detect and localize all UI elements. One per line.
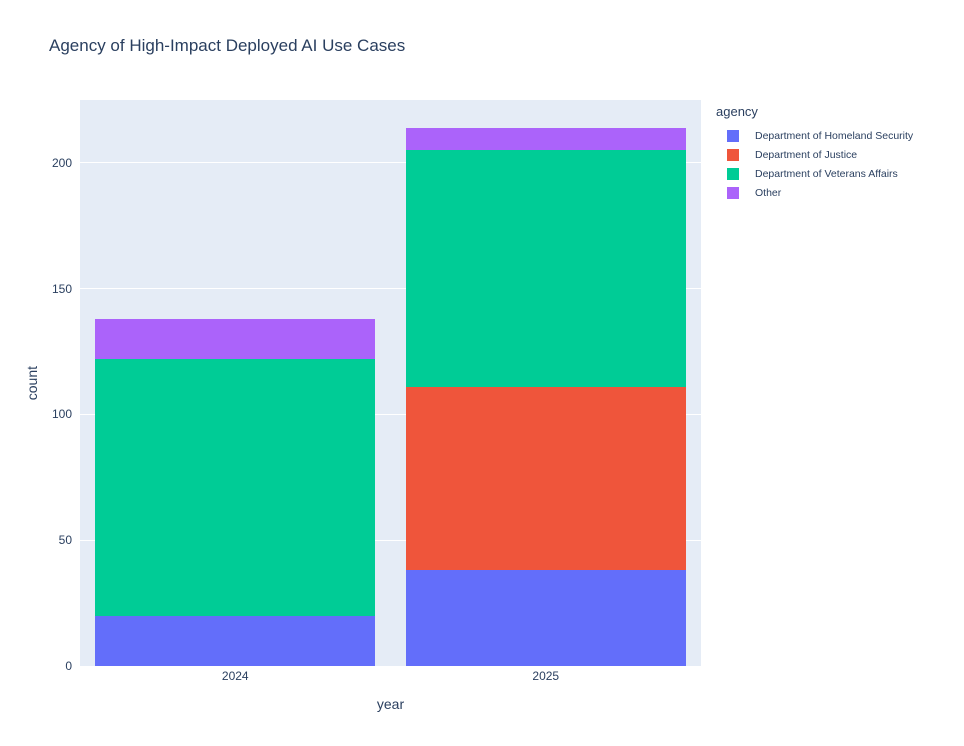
bar-segment[interactable] <box>95 615 376 666</box>
legend-swatch-icon <box>727 129 739 142</box>
chart-title: Agency of High-Impact Deployed AI Use Ca… <box>49 36 406 55</box>
gridline <box>80 162 701 164</box>
y-axis-title: count <box>24 100 40 666</box>
legend-swatch-icon <box>727 167 739 180</box>
legend-swatch-icon <box>727 148 739 161</box>
bar-segment[interactable] <box>405 386 686 571</box>
legend-item-label: Department of Justice <box>755 148 858 161</box>
gridline <box>80 413 701 415</box>
bar-segment[interactable] <box>405 570 686 666</box>
legend-item[interactable]: Department of Homeland Security <box>710 126 960 145</box>
y-tick-label: 0 <box>65 659 72 673</box>
legend-item-label: Department of Veterans Affairs <box>755 167 898 180</box>
y-axis-ticks: 0 50 100 150 200 <box>0 100 72 672</box>
bar-2024 <box>95 100 376 666</box>
y-tick-label: 150 <box>51 281 72 296</box>
bar-segment[interactable] <box>405 150 686 387</box>
bar-2025 <box>405 100 686 666</box>
legend-swatch-icon <box>727 186 739 199</box>
legend-title: agency <box>716 104 758 119</box>
y-axis-title-label: count <box>24 365 40 401</box>
plot-area <box>80 100 701 666</box>
legend-item-label: Other <box>755 186 782 199</box>
legend-item-label: Department of Homeland Security <box>755 129 914 142</box>
bars-layer <box>80 100 701 666</box>
gridline <box>80 288 701 290</box>
x-tick-label: 2024 <box>221 669 249 683</box>
x-axis-ticks: 2024 2025 <box>80 669 701 684</box>
x-tick-label: 2025 <box>532 669 560 683</box>
legend-item[interactable]: Department of Veterans Affairs <box>710 164 960 183</box>
y-tick-label: 200 <box>51 155 72 170</box>
legend-items: Department of Homeland Security Departmen… <box>710 126 960 202</box>
x-axis-title: year <box>376 696 405 712</box>
bar-segment[interactable] <box>95 359 376 616</box>
y-tick-label: 50 <box>58 533 72 548</box>
legend-item[interactable]: Department of Justice <box>710 145 960 164</box>
legend-item[interactable]: Other <box>710 183 960 202</box>
gridline <box>80 539 701 541</box>
bar-segment[interactable] <box>95 318 376 360</box>
y-tick-label: 100 <box>51 407 72 422</box>
bar-segment[interactable] <box>405 127 686 151</box>
gridlines <box>80 100 701 666</box>
legend: agency Department of Homeland Security De… <box>710 104 960 202</box>
